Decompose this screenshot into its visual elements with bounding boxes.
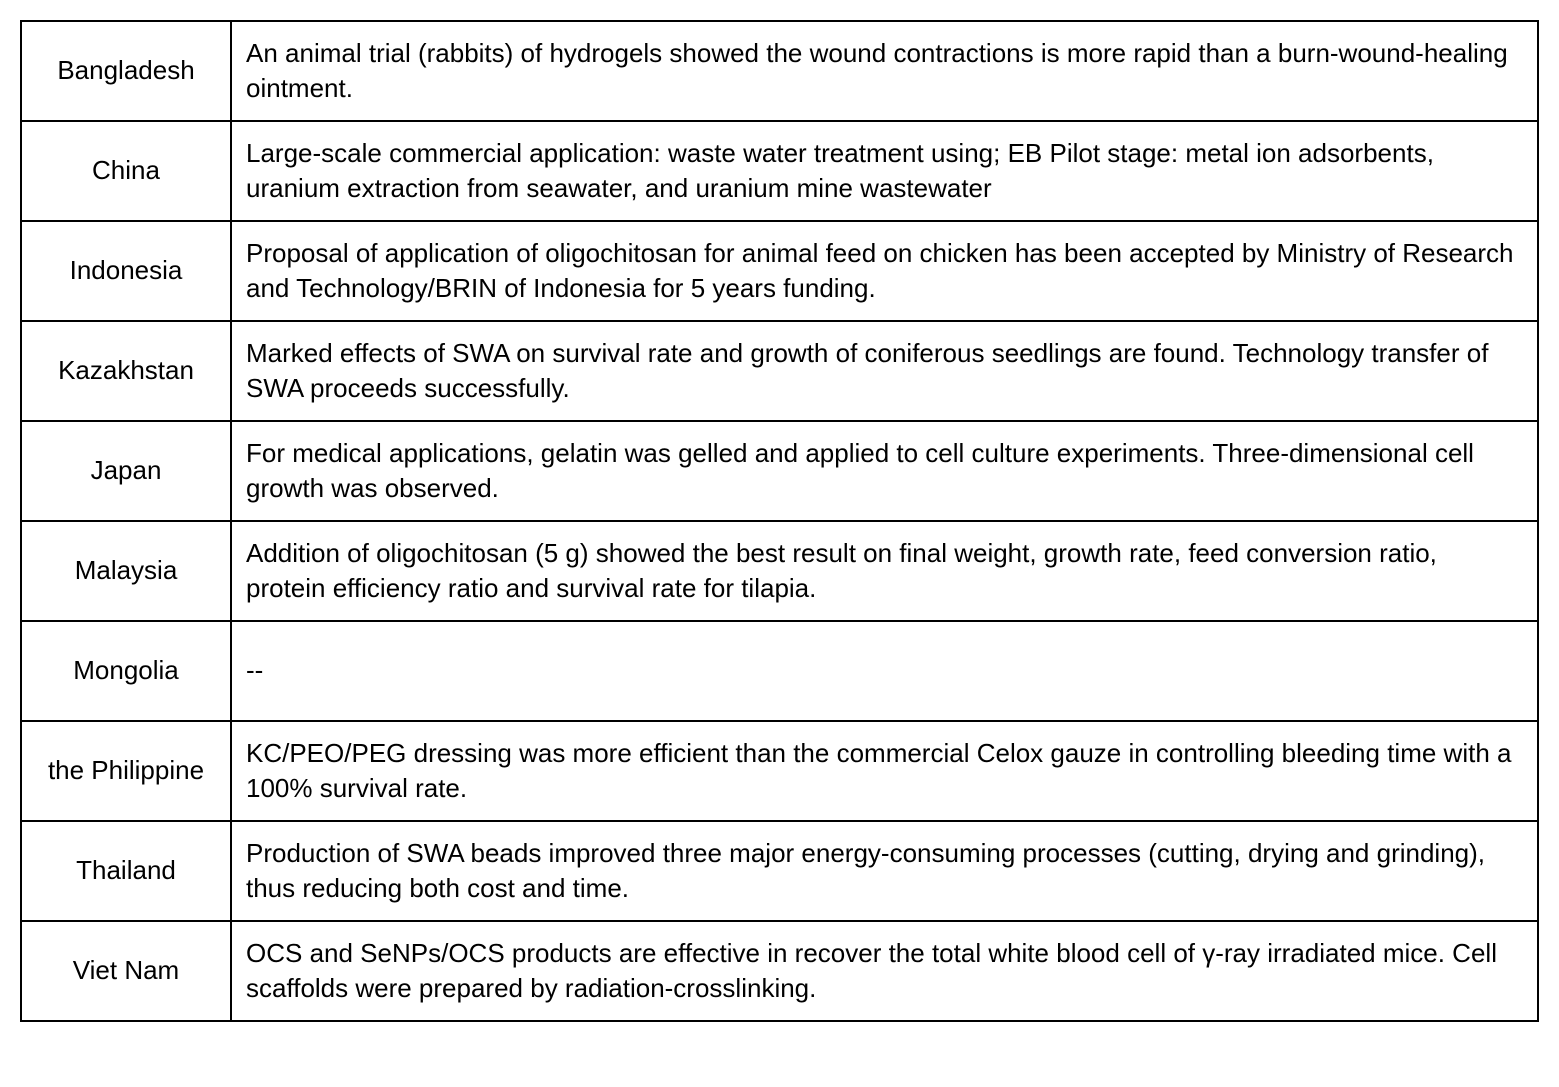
country-cell: China [21, 121, 231, 221]
table-row: Japan For medical applications, gelatin … [21, 421, 1538, 521]
table-row: Indonesia Proposal of application of oli… [21, 221, 1538, 321]
country-cell: Mongolia [21, 621, 231, 721]
description-cell: -- [231, 621, 1538, 721]
description-cell: An animal trial (rabbits) of hydrogels s… [231, 21, 1538, 121]
description-cell: Marked effects of SWA on survival rate a… [231, 321, 1538, 421]
research-summary-table-container: Bangladesh An animal trial (rabbits) of … [20, 20, 1539, 1022]
country-cell: Thailand [21, 821, 231, 921]
country-cell: Japan [21, 421, 231, 521]
table-row: Kazakhstan Marked effects of SWA on surv… [21, 321, 1538, 421]
country-cell: Malaysia [21, 521, 231, 621]
description-cell: Proposal of application of oligochitosan… [231, 221, 1538, 321]
description-cell: KC/PEO/PEG dressing was more efficient t… [231, 721, 1538, 821]
description-cell: Large-scale commercial application: wast… [231, 121, 1538, 221]
description-cell: Production of SWA beads improved three m… [231, 821, 1538, 921]
description-cell: For medical applications, gelatin was ge… [231, 421, 1538, 521]
description-cell: Addition of oligochitosan (5 g) showed t… [231, 521, 1538, 621]
table-row: Thailand Production of SWA beads improve… [21, 821, 1538, 921]
table-row: the Philippine KC/PEO/PEG dressing was m… [21, 721, 1538, 821]
country-cell: the Philippine [21, 721, 231, 821]
table-row: Mongolia -- [21, 621, 1538, 721]
table-row: Malaysia Addition of oligochitosan (5 g)… [21, 521, 1538, 621]
country-cell: Bangladesh [21, 21, 231, 121]
country-cell: Indonesia [21, 221, 231, 321]
description-cell: OCS and SeNPs/OCS products are effective… [231, 921, 1538, 1021]
table-row: China Large-scale commercial application… [21, 121, 1538, 221]
table-body: Bangladesh An animal trial (rabbits) of … [21, 21, 1538, 1021]
country-cell: Viet Nam [21, 921, 231, 1021]
table-row: Viet Nam OCS and SeNPs/OCS products are … [21, 921, 1538, 1021]
research-summary-table: Bangladesh An animal trial (rabbits) of … [20, 20, 1539, 1022]
table-row: Bangladesh An animal trial (rabbits) of … [21, 21, 1538, 121]
country-cell: Kazakhstan [21, 321, 231, 421]
